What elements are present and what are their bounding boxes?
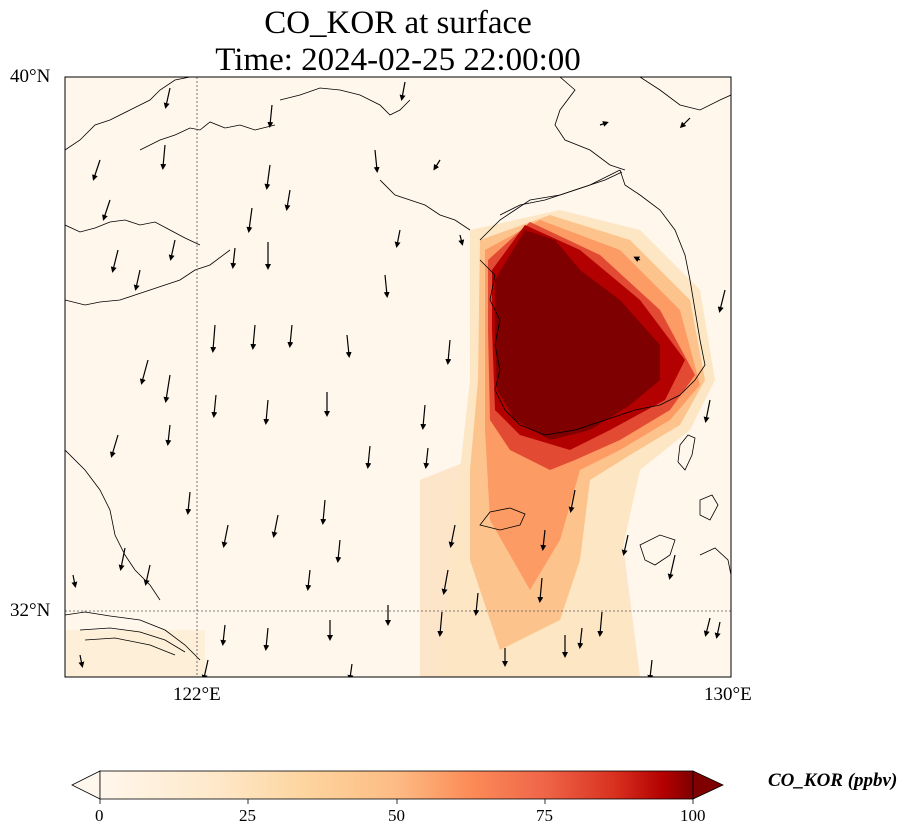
map-title: CO_KOR at surface: [264, 5, 532, 41]
colorbar-tick-25: 25: [239, 806, 256, 825]
map-frame: [64, 76, 732, 678]
wind-arrow: [92, 159, 101, 181]
wind-arrow: [211, 394, 218, 418]
wind-arrow: [102, 199, 111, 221]
lat-label-32: 32°N: [10, 600, 51, 621]
wind-arrow: [250, 324, 257, 350]
wind-arrow: [109, 434, 119, 458]
wind-arrow: [78, 654, 85, 668]
wind-arrow: [717, 289, 726, 313]
wind-arrow: [383, 274, 390, 298]
lon-label-122: 122°E: [173, 684, 221, 705]
lat-label-40: 40°N: [10, 66, 51, 87]
wind-arrow: [599, 121, 609, 127]
wind-arrow: [679, 117, 691, 129]
colorbar-tick-100: 100: [680, 806, 706, 825]
wind-arrow: [394, 229, 401, 248]
wind-arrow: [185, 491, 192, 515]
wind-arrow: [568, 489, 576, 513]
wind-arrow: [621, 534, 629, 556]
wind-arrow: [667, 554, 676, 580]
wind-arrow: [118, 547, 126, 571]
wind-arrow: [163, 374, 171, 403]
wind-arrow: [267, 104, 274, 128]
wind-arrow: [714, 621, 721, 639]
wind-arrow: [71, 574, 78, 588]
colorbar-tick-0: 0: [95, 806, 104, 825]
wind-arrow: [133, 269, 141, 291]
wind-arrow: [287, 324, 294, 348]
wind-arrow: [263, 627, 270, 651]
wind-arrow: [445, 339, 452, 365]
wind-arrow: [703, 399, 711, 423]
wind-arrow: [264, 164, 271, 190]
wind-arrow: [540, 529, 547, 551]
wind-arrow: [335, 539, 342, 563]
colorbar-tick-75: 75: [536, 806, 553, 825]
wind-arrow: [320, 499, 327, 525]
wind-arrow: [210, 324, 217, 353]
wind-arrow: [345, 334, 352, 358]
wind-arrow: [597, 611, 604, 637]
wind-arrow: [271, 514, 279, 538]
wind-arrow: [139, 359, 149, 385]
wind-arrow: [168, 239, 176, 261]
wind-arrow: [165, 424, 172, 446]
wind-arrow: [448, 524, 456, 548]
map-time: Time: 2024-02-25 22:00:00: [215, 42, 581, 78]
plume-layer-5: [495, 230, 660, 440]
colorbar-tick-50: 50: [388, 806, 405, 825]
wind-arrow: [110, 249, 119, 273]
co-plume: [440, 210, 715, 677]
wind-arrow: [441, 569, 449, 595]
wind-arrow: [373, 149, 380, 173]
wind-vectors: [71, 81, 726, 677]
wind-arrow: [263, 399, 270, 425]
wind-arrow: [433, 159, 441, 171]
wind-arrow: [577, 627, 584, 649]
wind-arrow: [365, 445, 372, 469]
wind-arrow: [458, 234, 465, 246]
colorbar-label: CO_KOR (ppbv): [768, 770, 898, 791]
wind-arrow: [305, 569, 312, 591]
wind-arrow: [230, 247, 237, 269]
wind-arrow: [647, 659, 654, 677]
wind-arrow: [201, 659, 209, 677]
wind-arrow: [633, 256, 641, 263]
wind-arrow: [246, 207, 253, 233]
wind-arrow: [284, 189, 291, 211]
wind-arrow: [537, 577, 544, 603]
wind-arrow: [423, 447, 430, 469]
colorbar: [71, 770, 724, 804]
wind-arrow: [703, 617, 711, 637]
wind-arrow: [160, 144, 167, 170]
wind-arrow: [143, 564, 151, 586]
wind-arrow: [437, 611, 444, 637]
wind-arrow: [163, 87, 171, 109]
wind-arrow: [347, 663, 354, 677]
lon-label-130: 130°E: [704, 684, 752, 705]
wind-arrow: [420, 404, 427, 430]
wind-arrow: [399, 81, 406, 101]
wind-arrow: [220, 624, 227, 646]
wind-arrow: [473, 592, 480, 616]
wind-arrow: [221, 524, 229, 548]
